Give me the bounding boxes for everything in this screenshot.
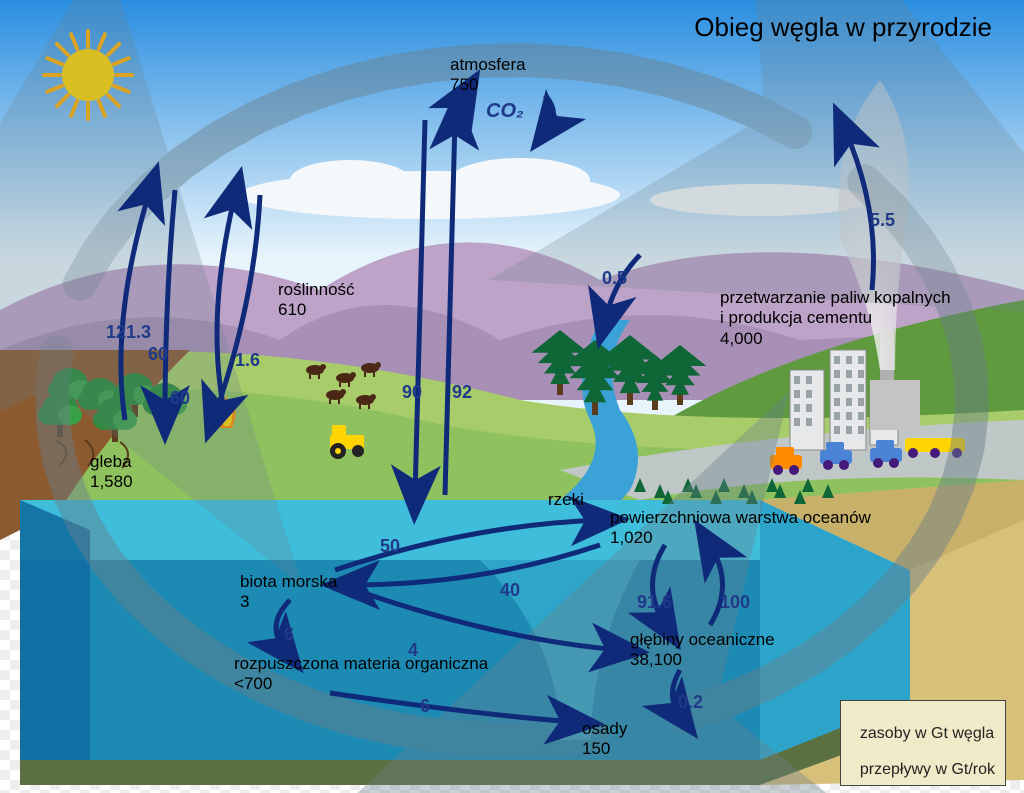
reservoir-marine_biota: biota morska 3 (240, 572, 337, 613)
flux-f6b: 6 (420, 696, 430, 717)
reservoir-sediments: osady 150 (582, 719, 627, 760)
flux-f50: 50 (380, 536, 400, 557)
reservoir-deep_ocean: głębiny oceaniczne 38,100 (630, 630, 775, 671)
co2-label: CO₂ (486, 100, 524, 123)
sun-icon (44, 31, 132, 119)
reservoir-soil: gleba 1,580 (90, 452, 133, 493)
reservoir-vegetation: roślinność 610 (278, 280, 355, 321)
flux-f4: 4 (408, 640, 418, 661)
legend-line1: zasoby w Gt węgla (860, 725, 994, 742)
reservoir-fossil: przetwarzanie paliw kopalnych i produkcj… (720, 288, 951, 349)
reservoir-surface_ocean: powierzchniowa warstwa oceanów 1,020 (610, 508, 871, 549)
legend-box: zasoby w Gt węgla przepływy w Gt/rok (840, 700, 1006, 786)
flux-f5_5: 5.5 (870, 210, 895, 231)
flux-f60a: 60 (148, 344, 168, 365)
flux-f0_5: 0.5 (602, 268, 627, 289)
flux-f91_6: 91.6 (637, 592, 672, 613)
diagram-title: Obieg węgla w przyrodzie (694, 12, 992, 43)
flux-f92: 92 (452, 382, 472, 403)
flux-f121_3: 121.3 (106, 322, 151, 343)
flux-f1_6: 1.6 (235, 350, 260, 371)
reservoir-atmosphere: atmosfera 750 (450, 55, 526, 96)
flux-f0_2: 0.2 (678, 692, 703, 713)
flux-f40: 40 (500, 580, 520, 601)
flux-f100: 100 (720, 592, 750, 613)
reservoir-dissolved_org: rozpuszczona materia organiczna <700 (234, 654, 488, 695)
legend-line2: przepływy w Gt/rok (860, 761, 995, 778)
flux-f6a: 6 (284, 624, 294, 645)
reservoir-rivers: rzeki (548, 490, 584, 510)
flux-f90: 90 (402, 382, 422, 403)
flux-f60b: 60 (170, 388, 190, 409)
